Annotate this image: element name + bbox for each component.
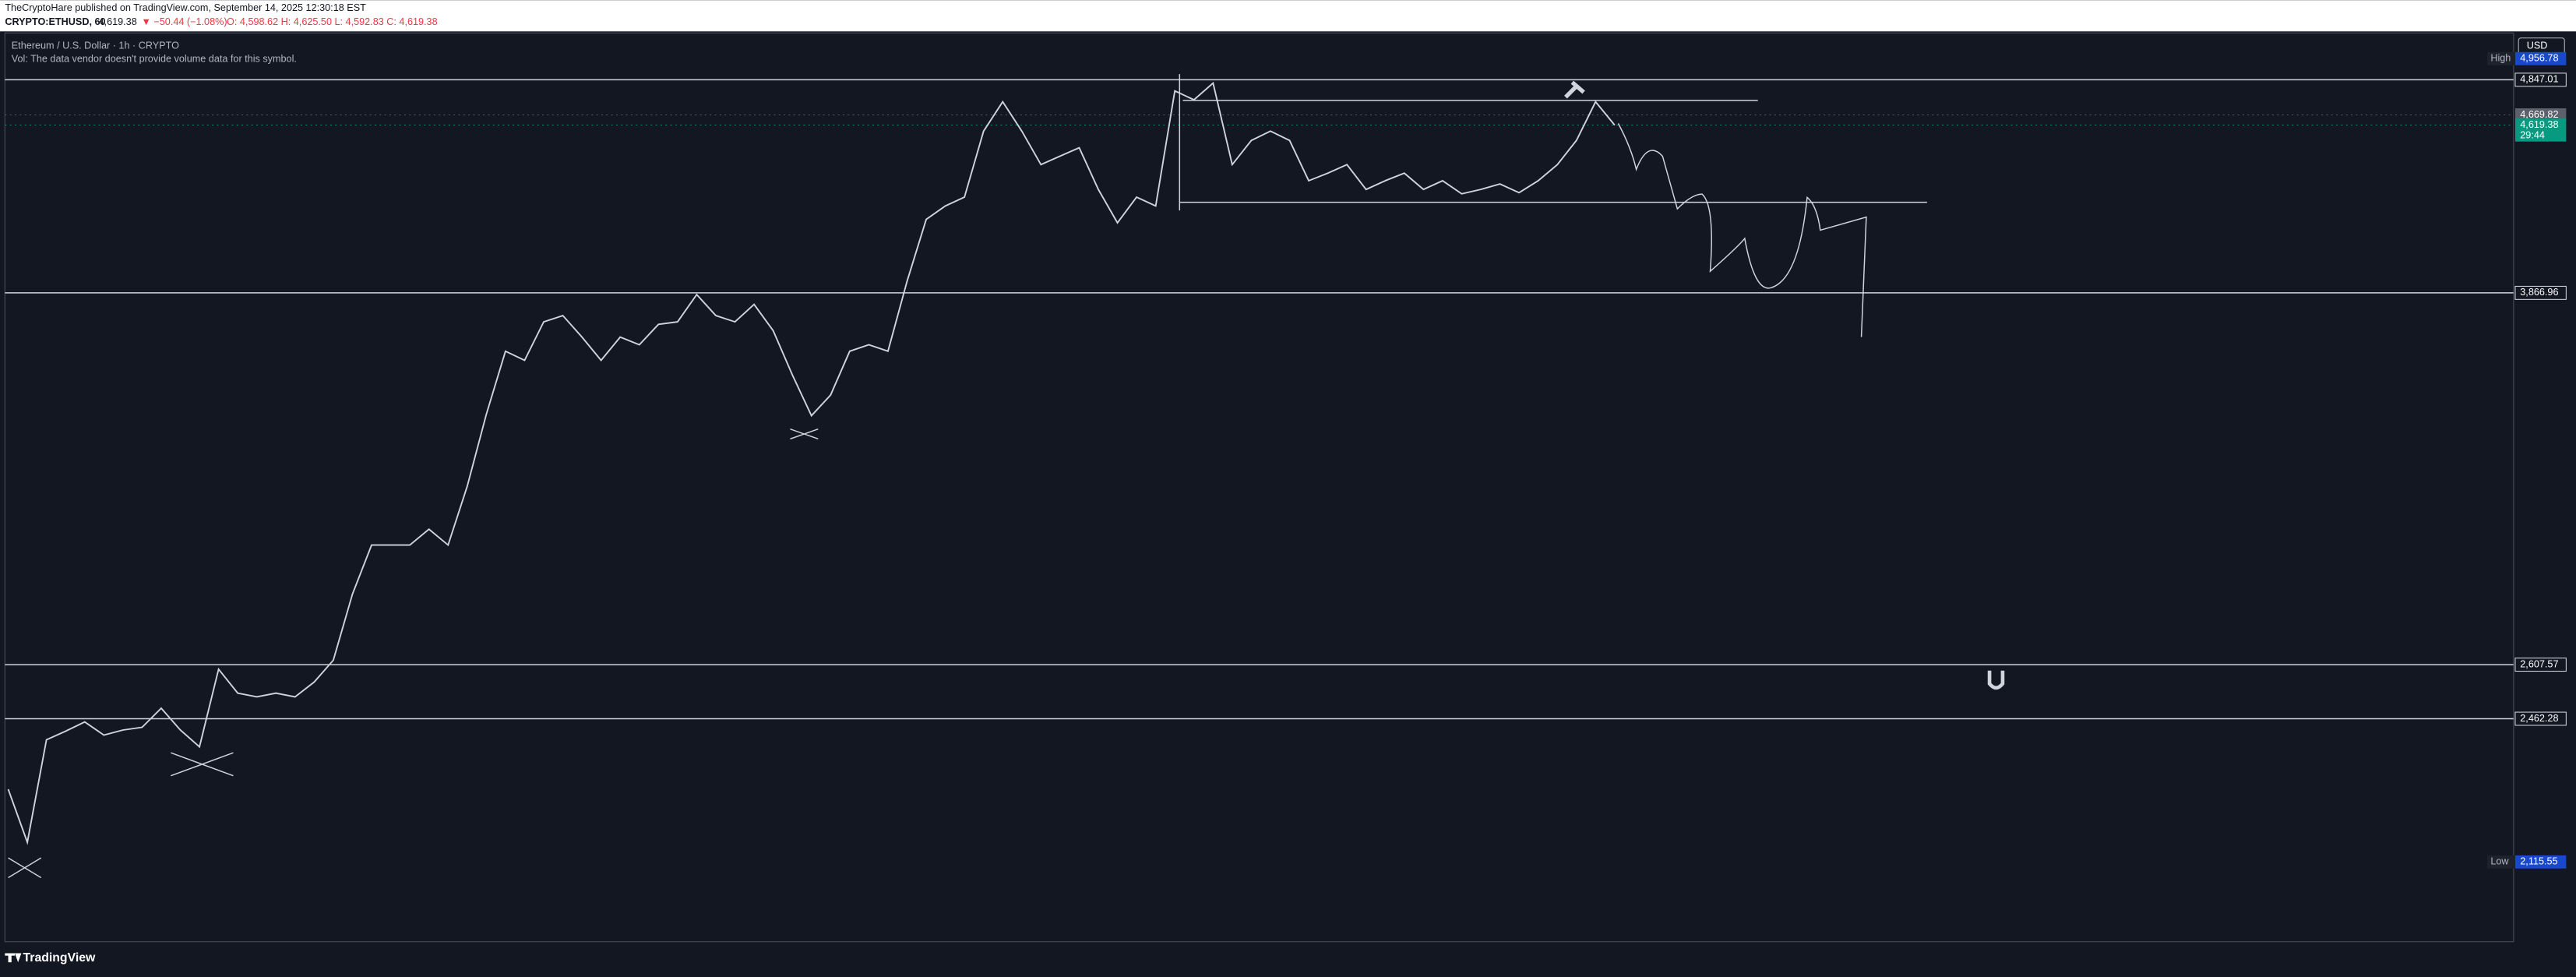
subtitle: Vol: The data vendor doesn't provide vol… (12, 53, 297, 64)
footer-logo: TradingView (23, 951, 96, 965)
last-price-label: 4,619.38 (2520, 119, 2558, 130)
level-label: 2,462.28 (2520, 713, 2558, 724)
low-tag: Low (2490, 856, 2509, 867)
high-tag-box (2487, 51, 2515, 65)
countdown: 29:44 (2520, 130, 2545, 141)
symbol: CRYPTO:ETHUSD, 60 (5, 16, 105, 27)
prev-close-label: 4,669.82 (2520, 109, 2558, 120)
change: ▼ −50.44 (−1.08%) (141, 16, 227, 27)
price-line (7, 81, 1616, 845)
publisher: TheCryptoHare published on TradingView.c… (5, 2, 366, 13)
level-label-box (2514, 72, 2567, 87)
level-label: 4,847.01 (2520, 74, 2558, 85)
high-tag: High (2490, 53, 2511, 64)
header-bar (0, 0, 2576, 32)
level-label: 2,607.57 (2520, 658, 2558, 669)
ohlc: O: 4,598.62 H: 4,625.50 L: 4,592.83 C: 4… (227, 16, 438, 27)
drawings (8, 74, 2005, 879)
high-label: 4,956.78 (2520, 53, 2558, 64)
level-label-box (2514, 658, 2567, 672)
low-tag-box (2487, 855, 2515, 869)
level-label-box (2514, 285, 2567, 300)
prev-close-label-box (2514, 108, 2567, 122)
last-price-box (2514, 118, 2567, 142)
low-box (2514, 855, 2567, 869)
level-label-box (2514, 711, 2567, 726)
level-label: 3,866.96 (2520, 287, 2558, 298)
currency: USD (2527, 41, 2548, 51)
price: 4,619.38 (99, 16, 137, 27)
low-label: 2,115.55 (2520, 856, 2557, 867)
high-box (2514, 51, 2567, 65)
chart-title: Ethereum / U.S. Dollar · 1h · CRYPTO (12, 41, 179, 51)
